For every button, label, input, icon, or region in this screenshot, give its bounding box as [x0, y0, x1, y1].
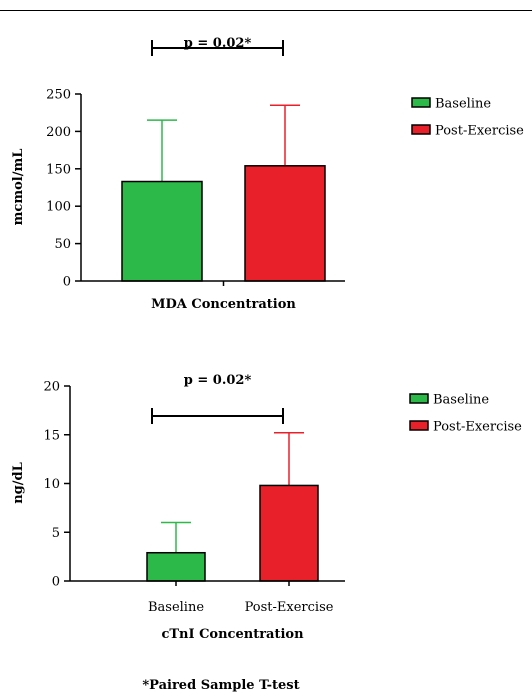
legend-swatch-post-exercise [409, 420, 429, 431]
category-label-post-exercise: Post-Exercise [245, 600, 334, 615]
y-tick-label: 20 [43, 380, 60, 395]
x-axis-label: MDA Concentration [151, 297, 296, 312]
y-tick-label: 0 [63, 275, 71, 290]
y-tick-label: 100 [46, 200, 71, 215]
bar-baseline [121, 180, 203, 282]
x-axis-label: cTnI Concentration [161, 627, 304, 642]
legend-swatch-post-exercise [411, 124, 431, 135]
y-tick-label: 10 [43, 477, 60, 492]
legend-label-post-exercise: Post-Exercise [433, 420, 522, 435]
legend-label-baseline: Baseline [435, 97, 491, 112]
bar-post-exercise [244, 165, 326, 282]
y-tick-label: 50 [54, 237, 71, 252]
legend-swatch-baseline [411, 97, 431, 108]
significance-label: p = 0.02* [184, 36, 252, 51]
category-label-baseline: Baseline [148, 600, 204, 615]
y-tick-label: 0 [52, 575, 60, 590]
y-axis-label: ng/dL [11, 462, 26, 504]
y-tick-label: 15 [43, 428, 60, 443]
y-axis-label: mcmol/mL [11, 149, 26, 226]
significance-label: p = 0.02* [184, 373, 252, 388]
top-rule [0, 10, 532, 11]
chart-mda: 0 50 100 150 200 250 mcmol/mL MDA Concentration… [11, 36, 524, 312]
footnote: *Paired Sample T-test [142, 678, 299, 693]
legend-label-post-exercise: Post-Exercise [435, 124, 524, 139]
y-tick-label: 250 [46, 88, 71, 103]
y-tick-label: 150 [46, 162, 71, 177]
y-tick-label: 5 [52, 526, 60, 541]
chart-ctni: Baseline Post-Exercise 0 5 10 15 20 ng/dL cTnI C… [11, 373, 522, 642]
bar-post-exercise [259, 484, 319, 582]
bar-baseline [146, 551, 206, 582]
legend-swatch-baseline [409, 393, 429, 404]
legend-label-baseline: Baseline [433, 393, 489, 408]
y-tick-label: 200 [46, 125, 71, 140]
